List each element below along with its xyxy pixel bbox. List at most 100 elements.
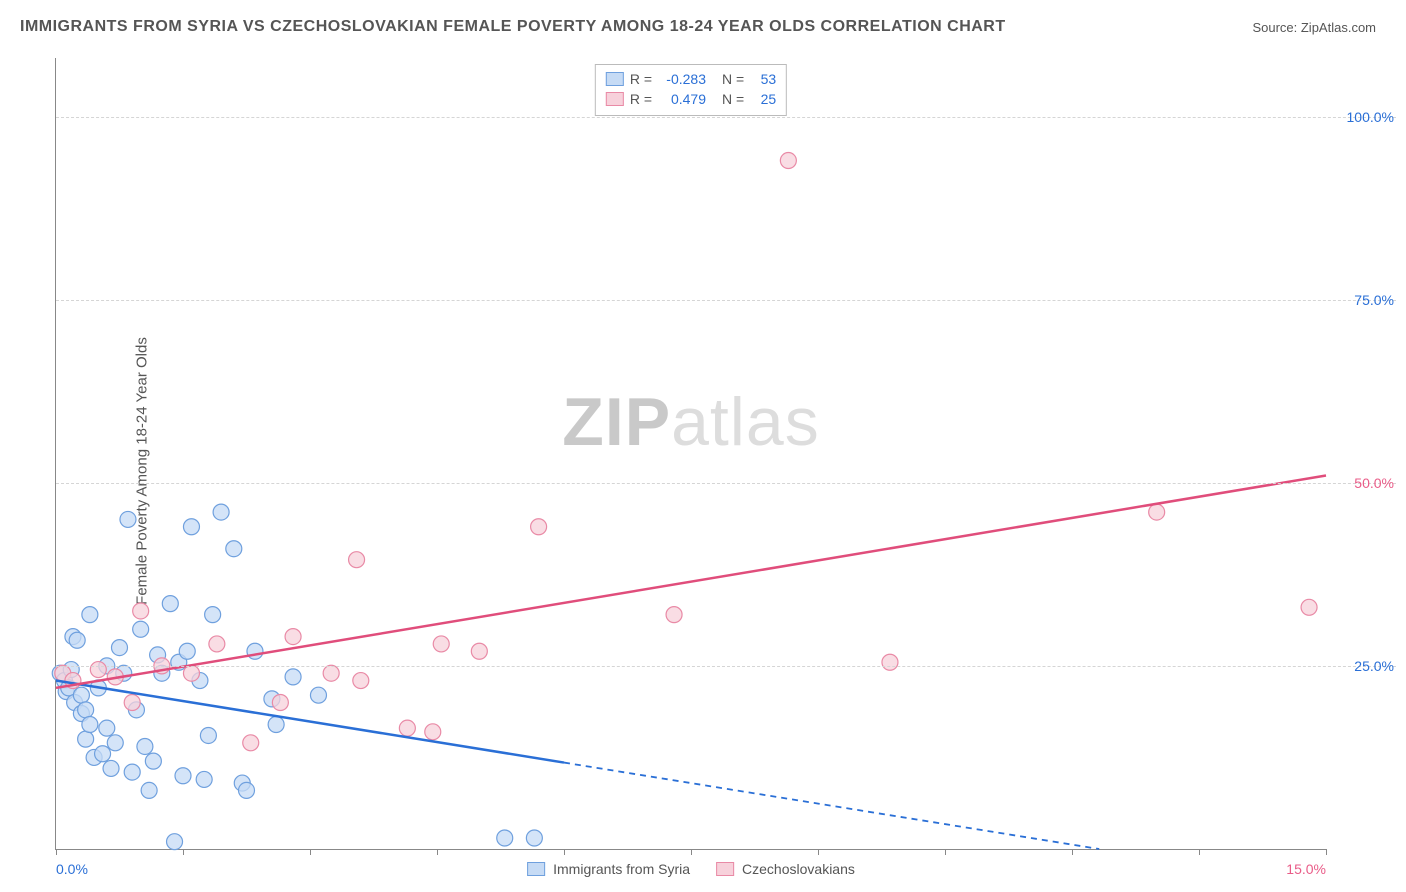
data-point: [666, 607, 682, 623]
data-point: [471, 643, 487, 659]
x-tick: [564, 849, 565, 855]
data-point: [82, 607, 98, 623]
data-point: [112, 640, 128, 656]
data-point: [107, 735, 123, 751]
x-tick: [183, 849, 184, 855]
x-tick: [818, 849, 819, 855]
chart-container: Female Poverty Among 18-24 Year Olds ZIP…: [0, 50, 1406, 892]
data-point: [133, 603, 149, 619]
x-tick-label: 0.0%: [56, 861, 88, 877]
data-point: [433, 636, 449, 652]
x-tick-label: 15.0%: [1286, 861, 1326, 877]
stat-n-label: N =: [722, 69, 744, 89]
data-point: [120, 511, 136, 527]
data-point: [323, 665, 339, 681]
data-point: [1301, 599, 1317, 615]
x-tick: [945, 849, 946, 855]
data-point: [272, 695, 288, 711]
data-point: [175, 768, 191, 784]
gridline: [56, 666, 1396, 667]
data-point: [124, 764, 140, 780]
legend-label: Czechoslovakians: [742, 861, 855, 877]
stat-n-value: 53: [750, 69, 776, 89]
data-point: [82, 716, 98, 732]
data-point: [239, 782, 255, 798]
data-point: [285, 629, 301, 645]
data-point: [167, 834, 183, 850]
data-point: [183, 519, 199, 535]
stat-r-value: -0.283: [658, 69, 706, 89]
stats-row: R = -0.283 N = 53: [606, 69, 776, 89]
data-point: [99, 720, 115, 736]
legend-swatch: [716, 862, 734, 876]
legend-swatch: [606, 72, 624, 86]
x-tick: [437, 849, 438, 855]
data-point: [526, 830, 542, 846]
x-tick: [310, 849, 311, 855]
data-point: [145, 753, 161, 769]
data-point: [243, 735, 259, 751]
data-point: [882, 654, 898, 670]
data-point: [497, 830, 513, 846]
data-point: [213, 504, 229, 520]
data-point: [69, 632, 85, 648]
x-tick: [1072, 849, 1073, 855]
data-point: [268, 716, 284, 732]
legend-label: Immigrants from Syria: [553, 861, 690, 877]
gridline: [56, 483, 1396, 484]
data-point: [78, 702, 94, 718]
stat-r-label: R =: [630, 89, 652, 109]
data-point: [179, 643, 195, 659]
data-point: [353, 673, 369, 689]
trend-line: [56, 475, 1326, 687]
data-point: [90, 662, 106, 678]
gridline: [56, 117, 1396, 118]
data-point: [205, 607, 221, 623]
legend-item: Czechoslovakians: [716, 861, 855, 877]
x-tick: [1199, 849, 1200, 855]
legend-item: Immigrants from Syria: [527, 861, 690, 877]
data-point: [310, 687, 326, 703]
y-tick-label: 75.0%: [1354, 292, 1394, 308]
data-point: [285, 669, 301, 685]
data-point: [209, 636, 225, 652]
chart-svg: [56, 58, 1326, 849]
stat-n-value: 25: [750, 89, 776, 109]
data-point: [780, 153, 796, 169]
data-point: [133, 621, 149, 637]
data-point: [349, 552, 365, 568]
x-tick: [1326, 849, 1327, 855]
data-point: [137, 738, 153, 754]
data-point: [425, 724, 441, 740]
data-point: [247, 643, 263, 659]
trend-line-dashed: [564, 763, 1099, 849]
data-point: [78, 731, 94, 747]
data-point: [200, 727, 216, 743]
y-tick-label: 100.0%: [1347, 109, 1394, 125]
data-point: [183, 665, 199, 681]
trend-line: [56, 681, 564, 763]
stats-legend: R = -0.283 N = 53 R = 0.479 N = 25: [595, 64, 787, 116]
stat-n-label: N =: [722, 89, 744, 109]
y-tick-label: 50.0%: [1354, 475, 1394, 491]
series-legend: Immigrants from Syria Czechoslovakians: [527, 861, 855, 877]
data-point: [1149, 504, 1165, 520]
y-tick-label: 25.0%: [1354, 658, 1394, 674]
chart-source: Source: ZipAtlas.com: [1252, 20, 1376, 35]
chart-title: IMMIGRANTS FROM SYRIA VS CZECHOSLOVAKIAN…: [20, 18, 1006, 36]
legend-swatch: [606, 92, 624, 106]
stat-r-label: R =: [630, 69, 652, 89]
data-point: [531, 519, 547, 535]
legend-swatch: [527, 862, 545, 876]
x-tick: [56, 849, 57, 855]
gridline: [56, 300, 1396, 301]
data-point: [124, 695, 140, 711]
x-tick: [691, 849, 692, 855]
data-point: [141, 782, 157, 798]
data-point: [399, 720, 415, 736]
stat-r-value: 0.479: [658, 89, 706, 109]
stats-row: R = 0.479 N = 25: [606, 89, 776, 109]
data-point: [162, 596, 178, 612]
data-point: [95, 746, 111, 762]
data-point: [73, 687, 89, 703]
